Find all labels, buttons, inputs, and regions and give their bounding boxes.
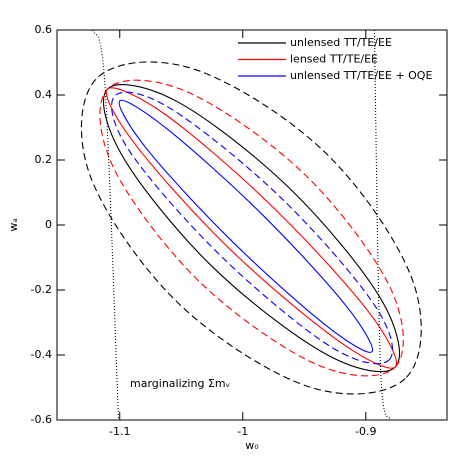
y-tick-label: 0.6 (35, 23, 53, 36)
contour-line (92, 29, 120, 421)
x-tick-label: -1.1 (109, 425, 130, 438)
y-tick-label: -0.2 (31, 283, 52, 296)
legend-label: lensed TT/TE/EE (290, 53, 378, 66)
x-tick-label: -0.9 (355, 425, 376, 438)
y-tick-label: 0.2 (35, 153, 53, 166)
y-axis-label: wₐ (7, 218, 20, 231)
contour-line (373, 29, 391, 421)
x-axis-label: w₀ (245, 439, 259, 452)
contour-line (99, 79, 404, 377)
annotation: marginalizing Σmᵥ (130, 377, 230, 390)
contour-line (111, 91, 393, 365)
y-tick-label: -0.6 (31, 413, 52, 426)
contour-line (80, 61, 422, 395)
y-tick-label: 0 (45, 218, 52, 231)
legend-label: unlensed TT/TE/EE + OQE (290, 69, 432, 82)
y-tick-label: 0.4 (35, 88, 53, 101)
contour-line (118, 99, 374, 353)
legend-label: unlensed TT/TE/EE (290, 36, 392, 49)
x-tick-label: -1 (237, 425, 248, 438)
y-tick-label: -0.4 (31, 348, 52, 361)
contour-line (105, 87, 397, 369)
contour-line (103, 84, 400, 373)
